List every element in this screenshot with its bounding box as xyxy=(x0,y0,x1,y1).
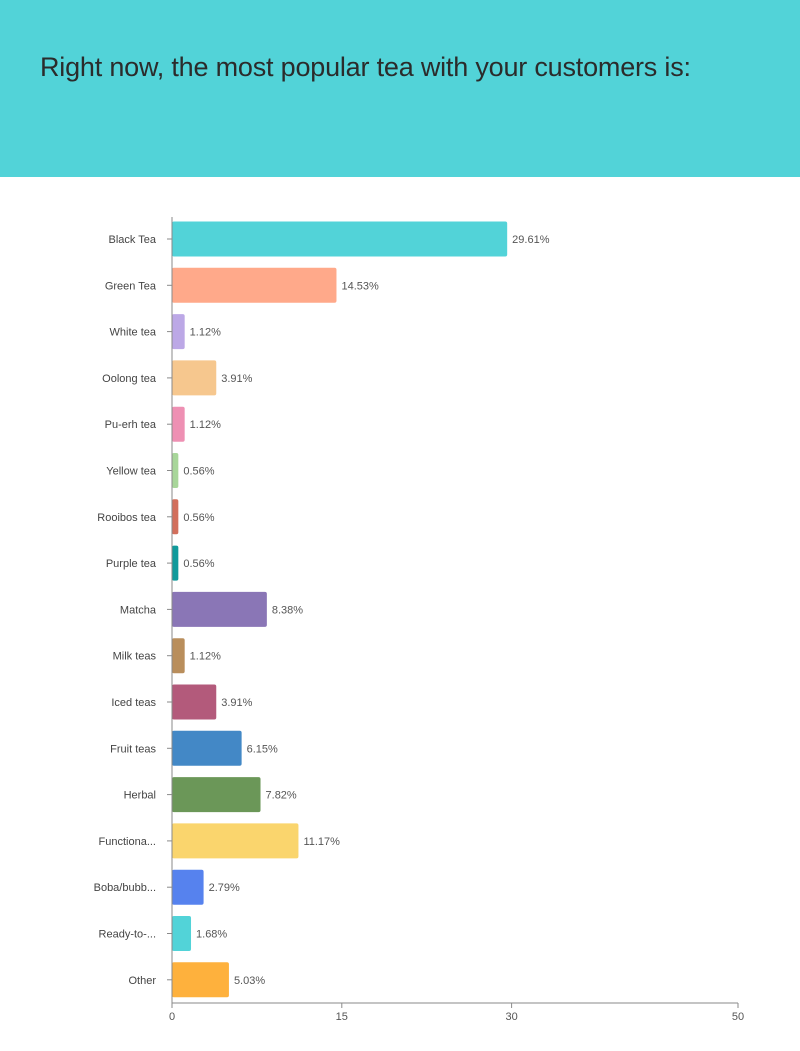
category-label: Iced teas xyxy=(111,697,156,709)
bar xyxy=(172,499,179,535)
category-label: Rooibos tea xyxy=(97,512,157,524)
bar xyxy=(172,638,185,674)
data-label: 29.61% xyxy=(512,234,550,246)
data-label: 1.12% xyxy=(190,419,221,431)
header-banner: Right now, the most popular tea with you… xyxy=(0,0,800,177)
category-label: Milk teas xyxy=(113,651,157,663)
data-label: 5.03% xyxy=(234,975,265,987)
bar-chart: Black Tea 29.61% Green Tea 14.53% White tea 1… xyxy=(94,217,744,1023)
category-label: Fruit teas xyxy=(110,743,156,755)
data-label: 0.56% xyxy=(183,466,214,478)
bar xyxy=(172,962,229,998)
category-label: Black Tea xyxy=(109,234,157,246)
category-label: Functiona... xyxy=(99,836,156,848)
x-tick-label: 50 xyxy=(732,1011,744,1023)
category-label: Other xyxy=(128,975,156,987)
category-label: Oolong tea xyxy=(102,373,157,385)
category-label: Herbal xyxy=(124,790,156,802)
x-tick-label: 30 xyxy=(505,1011,517,1023)
category-label: Green Tea xyxy=(105,280,157,292)
category-label: Pu-erh tea xyxy=(105,419,157,431)
data-label: 1.68% xyxy=(196,929,227,941)
category-label: Ready-to-... xyxy=(99,929,156,941)
bar xyxy=(172,267,337,303)
chart-area: Black Tea 29.61% Green Tea 14.53% White tea 1… xyxy=(0,177,800,1046)
category-label: Boba/bubb... xyxy=(94,882,156,894)
data-label: 11.17% xyxy=(303,836,340,848)
bar xyxy=(172,916,192,951)
data-label: 1.12% xyxy=(190,327,221,339)
bar xyxy=(172,730,242,766)
bar xyxy=(172,869,204,905)
data-label: 8.38% xyxy=(272,604,303,616)
category-label: Yellow tea xyxy=(106,466,157,478)
bar xyxy=(172,221,508,257)
bar xyxy=(172,545,179,581)
data-label: 6.15% xyxy=(247,743,278,755)
data-label: 2.79% xyxy=(209,882,240,894)
data-label: 0.56% xyxy=(183,558,214,570)
page-title: Right now, the most popular tea with you… xyxy=(40,52,691,82)
bar xyxy=(172,314,185,350)
bar xyxy=(172,360,217,396)
category-label: Matcha xyxy=(120,604,157,616)
category-label: White tea xyxy=(110,327,157,339)
data-label: 1.12% xyxy=(190,651,221,663)
bar xyxy=(172,684,217,720)
bar xyxy=(172,453,179,488)
bar xyxy=(172,406,185,442)
data-label: 0.56% xyxy=(183,512,214,524)
data-label: 7.82% xyxy=(266,790,297,802)
bar xyxy=(172,777,261,813)
bar xyxy=(172,591,267,627)
data-label: 14.53% xyxy=(341,280,379,292)
data-label: 3.91% xyxy=(221,697,252,709)
data-label: 3.91% xyxy=(221,373,252,385)
x-tick-label: 0 xyxy=(169,1011,175,1023)
bar xyxy=(172,823,299,859)
category-label: Purple tea xyxy=(106,558,157,570)
x-tick-label: 15 xyxy=(336,1011,348,1023)
